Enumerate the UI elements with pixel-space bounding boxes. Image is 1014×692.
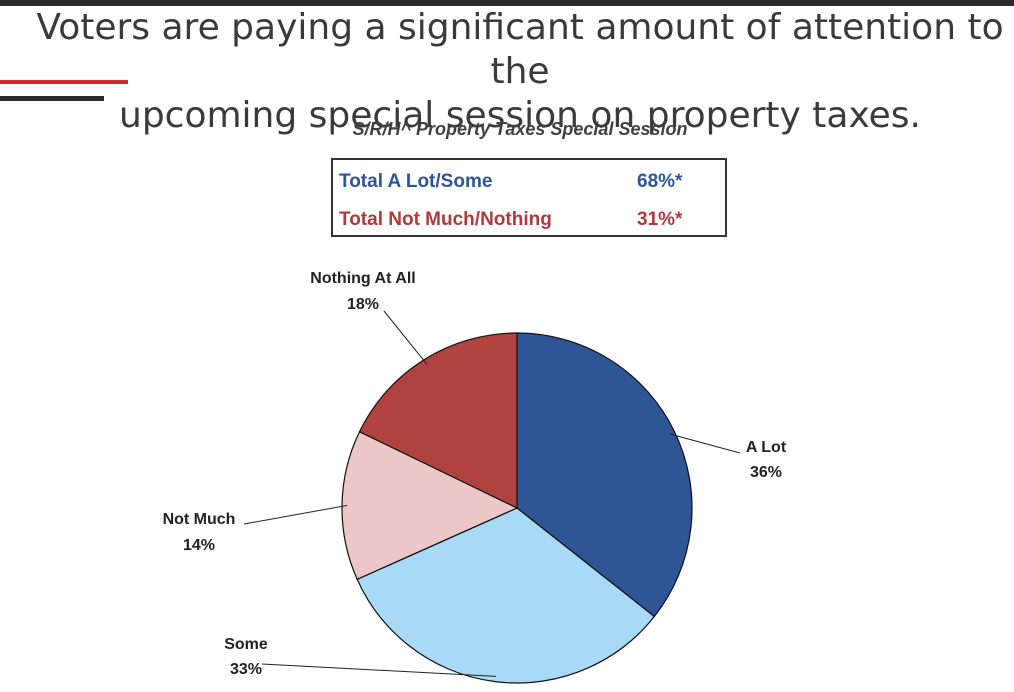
- summary-label-negative: Total Not Much/Nothing: [339, 209, 552, 230]
- slice-label-a-lot: A Lot: [746, 439, 787, 456]
- slice-label-some: Some: [224, 636, 268, 653]
- pie-slice-some: [356, 507, 656, 684]
- summary-value-negative: 31%*: [637, 209, 683, 230]
- summary-label-positive: Total A Lot/Some: [339, 171, 493, 192]
- title-line-1: Voters are paying a significant amount o…: [36, 7, 1004, 92]
- slice-label-not-much: Not Much: [163, 511, 236, 528]
- leader-line-nothing-at-all: [383, 310, 428, 365]
- slice-value-a-lot: 36%: [750, 464, 782, 481]
- accent-line-red: [0, 80, 128, 84]
- accent-line-dark: [0, 96, 104, 101]
- pie-slice-nothing-at-all: [358, 332, 518, 509]
- title-line-2: upcoming special session on property tax…: [119, 95, 921, 136]
- top-bar: [0, 0, 1014, 6]
- slice-value-nothing-at-all: 18%: [347, 296, 379, 313]
- summary-value-positive: 68%*: [637, 171, 683, 192]
- slice-value-not-much: 14%: [183, 537, 215, 554]
- pie-slice-a-lot: [516, 332, 693, 618]
- leader-line-some: [261, 663, 496, 677]
- summary-box: Total A Lot/Some 68%* Total Not Much/Not…: [331, 158, 727, 237]
- slice-label-nothing-at-all: Nothing At All: [310, 270, 415, 287]
- slice-value-some: 33%: [230, 661, 262, 678]
- pie-slice-not-much: [341, 430, 519, 581]
- chart-title: S/R/H^ Property Taxes Special Session: [352, 119, 688, 139]
- leader-line-a-lot: [669, 433, 741, 454]
- slide-title: Voters are paying a significant amount o…: [30, 6, 1010, 138]
- leader-line-not-much: [243, 504, 348, 525]
